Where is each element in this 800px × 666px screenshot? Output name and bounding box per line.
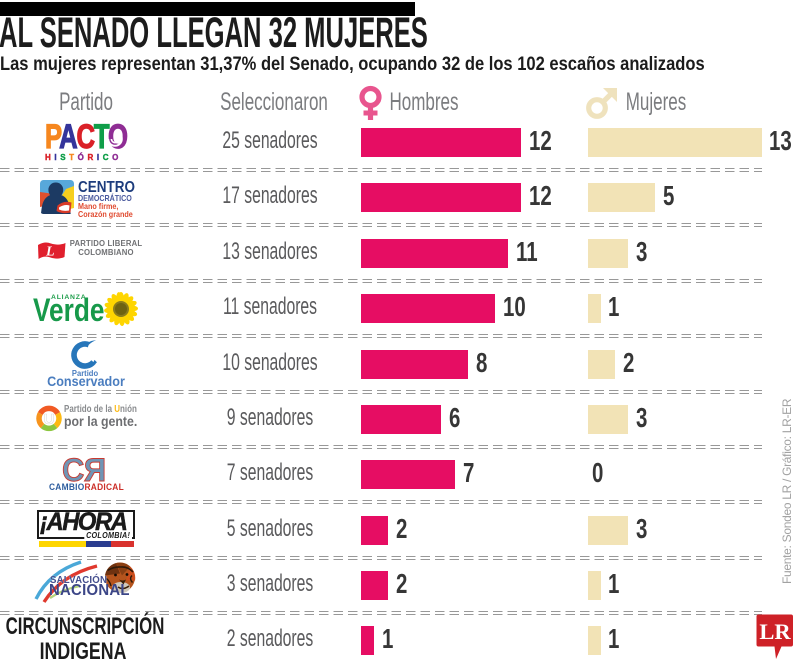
svg-text:U: U — [44, 411, 55, 428]
svg-text:LR: LR — [759, 619, 791, 644]
svg-text:L: L — [45, 245, 55, 260]
